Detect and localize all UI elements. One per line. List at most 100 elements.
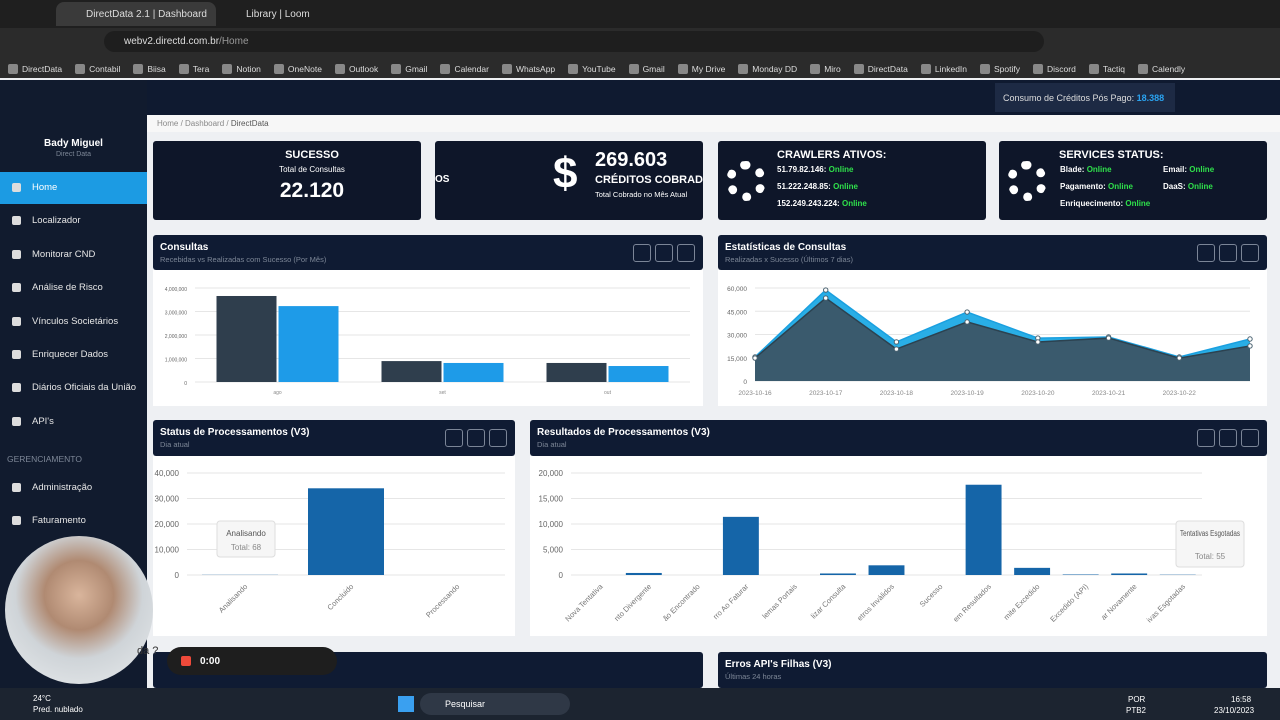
webcam-overlay xyxy=(5,536,153,684)
crumb[interactable]: Home xyxy=(157,119,179,128)
panel-header: Status de Processamentos (V3) Dia atual xyxy=(153,420,515,456)
card-subtitle: Total de Consultas xyxy=(279,165,345,174)
menu-item[interactable]: Monitorar CND xyxy=(0,239,147,271)
panel-button[interactable] xyxy=(655,244,673,262)
point xyxy=(823,287,829,293)
panel-button[interactable] xyxy=(1241,429,1259,447)
status-key: 51.222.248.85: xyxy=(777,182,831,191)
x-tick-label: Analisando xyxy=(217,582,250,615)
search-box[interactable]: Pesquisar xyxy=(420,693,570,715)
url-field[interactable]: webv2.directd.com.br/Home xyxy=(104,31,1044,52)
panel-header: Estatísticas de Consultas Realizadas x Su… xyxy=(718,235,1267,270)
status-row: Email: Online xyxy=(1163,165,1214,174)
menu-item[interactable]: Administração xyxy=(0,472,147,504)
bookmark-icon xyxy=(501,64,512,74)
bookmark[interactable]: LinkedIn xyxy=(920,60,967,78)
panel-title: Consultas xyxy=(160,242,209,253)
panel-button[interactable] xyxy=(677,244,695,262)
menu-icon xyxy=(12,383,21,393)
point xyxy=(1176,355,1182,361)
menu-icon xyxy=(12,416,21,426)
status-row: 152.249.243.224: Online xyxy=(777,199,867,208)
panel-button[interactable] xyxy=(1197,429,1215,447)
bookmark[interactable]: Tera xyxy=(178,60,209,78)
menu-item[interactable]: Localizador xyxy=(0,205,147,237)
status-row: 51.79.82.146: Online xyxy=(777,165,854,174)
bookmark-label: Gmail xyxy=(405,64,428,74)
bookmark-label: Discord xyxy=(1047,64,1076,74)
bookmark-icon xyxy=(273,64,284,74)
bookmark-icon xyxy=(1033,64,1044,74)
y-tick-label: 0 xyxy=(184,381,187,387)
bookmark[interactable]: Biisa xyxy=(133,60,166,78)
card-value: 269.603 xyxy=(595,149,668,171)
y-tick-label: 2,000,000 xyxy=(165,334,187,340)
panel-button[interactable] xyxy=(1219,429,1237,447)
bookmark-icon xyxy=(440,64,451,74)
panel-title: Erros API's Filhas (V3) xyxy=(725,659,832,670)
y-tick-label: 3,000,000 xyxy=(165,311,187,317)
bookmark[interactable]: DirectData xyxy=(853,60,908,78)
bookmark[interactable]: Gmail xyxy=(391,60,427,78)
menu-item[interactable]: Vínculos Societários xyxy=(0,306,147,338)
bookmark[interactable]: WhatsApp xyxy=(501,60,556,78)
user-name: Bady Miguel xyxy=(44,138,103,149)
bookmark[interactable]: Miro xyxy=(810,60,841,78)
menu-item[interactable]: API's xyxy=(0,406,147,438)
bookmark[interactable]: My Drive xyxy=(677,60,725,78)
menu-label: Diários Oficiais da União xyxy=(32,382,137,394)
menu-item[interactable]: Home xyxy=(0,172,147,204)
menu-item[interactable]: Análise de Risco xyxy=(0,272,147,304)
y-tick-label: 60,000 xyxy=(727,286,747,293)
card-title: SUCESSO xyxy=(285,149,339,161)
bookmark-icon xyxy=(628,64,639,74)
bar xyxy=(1111,573,1148,575)
y-tick-label: 30,000 xyxy=(727,333,747,340)
panel-button[interactable] xyxy=(633,244,651,262)
bookmark[interactable]: Tactiq xyxy=(1088,60,1125,78)
x-tick-label: Nova Tentativa xyxy=(563,581,605,623)
menu-item[interactable]: Enriquecer Dados xyxy=(0,339,147,371)
panel-button[interactable] xyxy=(445,429,463,447)
bookmark[interactable]: Calendly xyxy=(1138,60,1185,78)
bookmark-label: WhatsApp xyxy=(515,64,556,74)
status-key: Pagamento: xyxy=(1060,182,1106,191)
bookmark[interactable]: Notion xyxy=(222,60,261,78)
panel-button[interactable] xyxy=(1241,244,1259,262)
panel-button[interactable] xyxy=(467,429,485,447)
bookmark[interactable]: Outlook xyxy=(334,60,378,78)
status-value: Online xyxy=(1189,165,1215,174)
bookmark[interactable]: Monday DD xyxy=(738,60,797,78)
bookmark-icon xyxy=(178,64,189,74)
tab[interactable]: Library | Loom xyxy=(246,9,310,20)
stop-button[interactable] xyxy=(181,656,191,666)
bookmark-label: YouTube xyxy=(582,64,616,74)
crumb[interactable]: Dashboard xyxy=(185,119,225,128)
menu-item[interactable]: Diários Oficiais da União xyxy=(0,372,147,404)
bookmark-icon xyxy=(133,64,144,74)
bar xyxy=(1062,574,1099,575)
bookmark[interactable]: OneNote xyxy=(273,60,322,78)
status-key: 152.249.243.224: xyxy=(777,199,840,208)
bookmark[interactable]: Discord xyxy=(1033,60,1076,78)
bookmark[interactable]: DirectData xyxy=(8,60,62,78)
panel-button[interactable] xyxy=(1197,244,1215,262)
x-tick-label: 2023-10-21 xyxy=(1092,390,1126,397)
bookmark[interactable]: Gmail xyxy=(628,60,665,78)
panel-button[interactable] xyxy=(489,429,507,447)
bookmark[interactable]: YouTube xyxy=(568,60,616,78)
start-button[interactable] xyxy=(398,696,414,712)
tab[interactable]: DirectData 2.1 | Dashboard xyxy=(56,2,216,26)
bookmark-icon xyxy=(1088,64,1099,74)
menu-item[interactable]: Faturamento xyxy=(0,505,147,537)
bookmark[interactable]: Contabil xyxy=(75,60,120,78)
bookmark[interactable]: Calendar xyxy=(440,60,489,78)
panel-button[interactable] xyxy=(1219,244,1237,262)
panel-subtitle: Recebidas vs Realizadas com Sucesso (Por… xyxy=(160,255,327,264)
bookmark-label: Spotify xyxy=(994,64,1021,74)
bookmark-label: DirectData xyxy=(22,64,63,74)
point xyxy=(893,339,900,345)
x-tick-label: lemas Portais xyxy=(760,582,799,621)
x-tick-label: 2023-10-22 xyxy=(1163,390,1197,397)
bookmark[interactable]: Spotify xyxy=(980,60,1020,78)
